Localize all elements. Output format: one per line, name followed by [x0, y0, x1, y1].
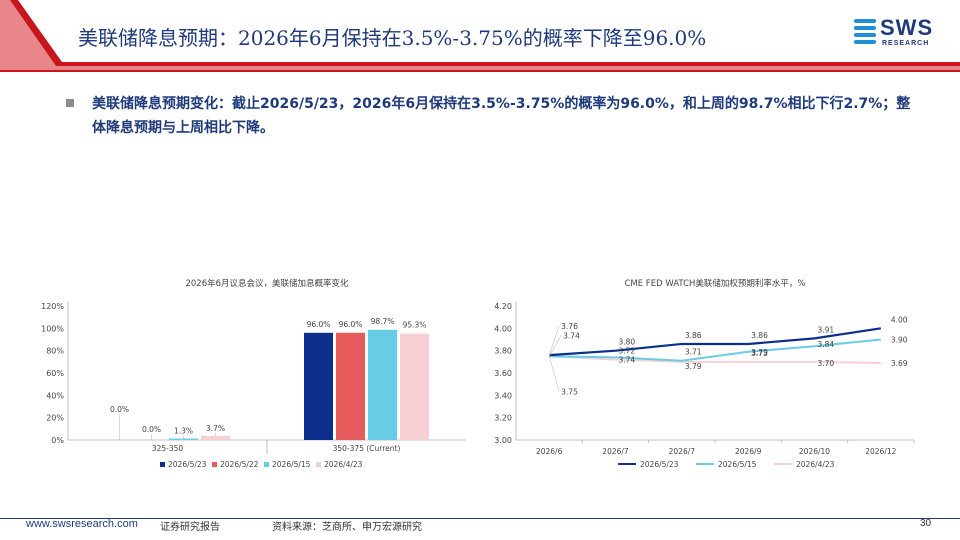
x-tick-label: 2026/9: [735, 447, 762, 456]
bar: [169, 438, 198, 440]
page-title: 美联储降息预期：2026年6月保持在3.5%-3.75%的概率下降至96.0%: [78, 26, 707, 50]
x-tick-label: 325-350: [152, 444, 184, 453]
data-label: 1.3%: [174, 427, 193, 436]
legend-label: 2026/5/23: [640, 460, 679, 469]
bullet-square-icon: [66, 99, 74, 107]
series-line: [549, 338, 881, 362]
page-number: 30: [920, 518, 932, 529]
legend-swatch: [316, 462, 321, 467]
y-tick-label: 60%: [46, 369, 64, 378]
legend-label: 2026/4/23: [796, 460, 835, 469]
footer-report-type: 证券研究报告: [160, 522, 220, 533]
data-label-leader: [548, 356, 560, 392]
footer-divider: [0, 518, 960, 519]
data-label: 3.72: [619, 347, 636, 356]
data-label: 3.74: [563, 331, 580, 340]
legend-label: 2026/5/15: [718, 460, 757, 469]
data-label: 3.86: [685, 331, 702, 340]
data-label: 96.0%: [339, 320, 363, 329]
logo-subtext: RESEARCH: [882, 40, 930, 47]
data-label: 3.74: [619, 355, 636, 364]
legend-label: 2026/5/22: [220, 460, 259, 469]
logo-text: SWS: [880, 15, 934, 40]
y-tick-label: 4.00: [494, 324, 512, 333]
x-tick-label: 350-375 (Current): [333, 444, 401, 453]
data-label: 0.0%: [110, 405, 129, 414]
x-tick-label: 2026/12: [865, 447, 896, 456]
y-tick-label: 3.80: [494, 347, 512, 356]
data-label: 3.7%: [206, 424, 225, 433]
data-label-leader: [548, 335, 562, 357]
legend-label: 2026/4/23: [324, 460, 363, 469]
bar: [201, 435, 230, 440]
data-label: 98.7%: [371, 317, 395, 326]
bar: [368, 329, 397, 440]
data-label: 96.0%: [307, 320, 331, 329]
legend-swatch: [212, 462, 217, 467]
data-label: 95.3%: [403, 321, 427, 330]
y-tick-label: 40%: [46, 391, 64, 400]
y-tick-label: 3.60: [494, 369, 512, 378]
data-label-leader: [548, 326, 560, 356]
bar: [400, 333, 429, 440]
data-label: 3.79: [685, 362, 702, 371]
data-label: 3.75: [561, 387, 578, 396]
y-tick-label: 80%: [46, 347, 64, 356]
data-label: 3.84: [818, 340, 835, 349]
y-tick-label: 3.00: [494, 436, 512, 445]
data-label: 3.91: [818, 325, 835, 334]
header-accent: [0, 0, 960, 72]
data-label: 3.80: [619, 338, 636, 347]
sws-logo-icon: [854, 19, 876, 44]
data-label: 3.71: [685, 348, 702, 357]
sws-logo: SWS RESEARCH: [852, 14, 944, 56]
bar: [336, 332, 365, 440]
x-tick-label: 2026/7: [602, 447, 629, 456]
legend-label: 2026/5/15: [272, 460, 311, 469]
series-line: [549, 355, 881, 364]
chart-title: CME FED WATCH美联储加权预期利率水平，%: [624, 278, 805, 289]
data-label: 3.70: [818, 359, 835, 368]
footer-source: 资料来源：芝商所、申万宏源研究: [272, 522, 422, 533]
data-label: 3.79: [751, 348, 768, 357]
y-tick-label: 3.40: [494, 391, 512, 400]
series-line: [549, 327, 881, 357]
bar: [304, 332, 333, 440]
data-label: 0.0%: [142, 425, 161, 434]
y-tick-label: 100%: [41, 324, 64, 333]
data-label: 3.76: [561, 322, 578, 331]
bar-chart-hike-probability: 2026年6月议息会议，美联储加息概率变化 0% 20% 40% 60% 80% 100% 1…: [41, 278, 466, 469]
y-tick-label: 4.20: [494, 302, 512, 311]
y-tick-label: 120%: [41, 302, 64, 311]
footer-url[interactable]: www.swsresearch.com: [26, 518, 138, 530]
y-tick-label: 20%: [46, 414, 64, 423]
x-tick-label: 2026/10: [799, 447, 830, 456]
line-chart-expected-rate: CME FED WATCH美联储加权预期利率水平，% 3.00 3.20 3.40 3.…: [494, 278, 915, 469]
data-label: 3.86: [751, 331, 768, 340]
legend-label: 2026/5/23: [168, 460, 207, 469]
data-label: 3.69: [891, 359, 908, 368]
y-tick-label: 0%: [51, 436, 64, 445]
data-label: 3.73: [751, 349, 768, 358]
y-tick-label: 3.20: [494, 414, 512, 423]
chart-title: 2026年6月议息会议，美联储加息概率变化: [185, 278, 349, 289]
legend-swatch: [160, 462, 165, 467]
legend-swatch: [264, 462, 269, 467]
data-label: 3.90: [891, 336, 908, 345]
x-tick-label: 2026/7: [669, 447, 696, 456]
x-tick-label: 2026/6: [536, 447, 563, 456]
data-label: 4.00: [891, 315, 908, 324]
summary-bullet: 美联储降息预期变化：截止2026/5/23，2026年6月保持在3.5%-3.7…: [92, 96, 911, 136]
